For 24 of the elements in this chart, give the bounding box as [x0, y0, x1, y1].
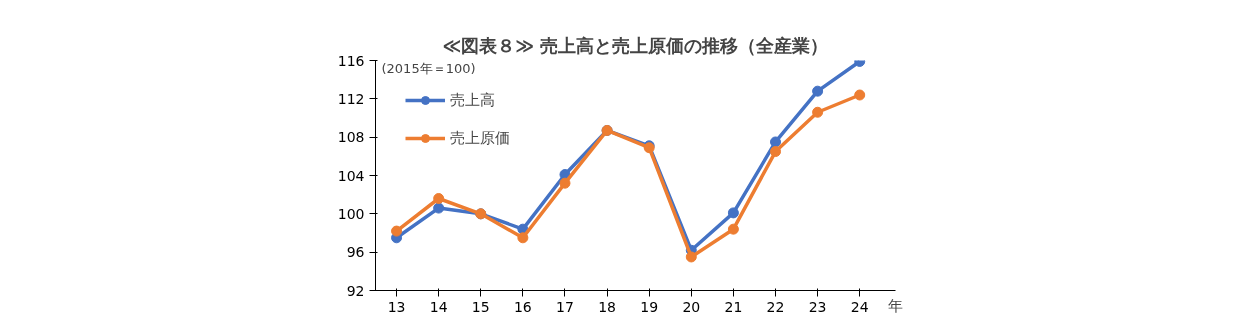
x-tick-label: 19 — [640, 298, 659, 315]
y-tick-label: 104 — [337, 167, 365, 184]
y-tick-label: 96 — [346, 244, 365, 261]
y-tick-label: 108 — [337, 129, 365, 146]
x-tick-label: 21 — [724, 298, 743, 315]
x-tick-label: 23 — [808, 298, 827, 315]
y-tick-label: 116 — [337, 52, 365, 69]
y-tick-label: 112 — [337, 90, 365, 107]
y-tick-label: 100 — [337, 205, 365, 222]
x-tick-label: 13 — [387, 298, 406, 315]
annotation: (2015年＝100) — [381, 61, 476, 76]
x-tick-label: 14 — [429, 298, 448, 315]
y-tick-label: 92 — [346, 282, 365, 299]
x-tick-label: 16 — [513, 298, 532, 315]
chart-title: ≪図表８≫ 売上高と売上原価の推移（全産業） — [442, 34, 829, 56]
x-tick-label: 15 — [471, 298, 490, 315]
x-tick-label: 24 — [850, 298, 869, 315]
x-tick-label: 17 — [556, 298, 574, 315]
x-tick-label: 22 — [766, 298, 785, 315]
x-tick-label: 20 — [682, 298, 701, 315]
legend-label: 売上高 — [450, 90, 495, 110]
x-tick-label: 18 — [598, 298, 616, 315]
x-axis-title: 年 — [888, 296, 903, 315]
legend-label: 売上原価 — [450, 128, 510, 148]
